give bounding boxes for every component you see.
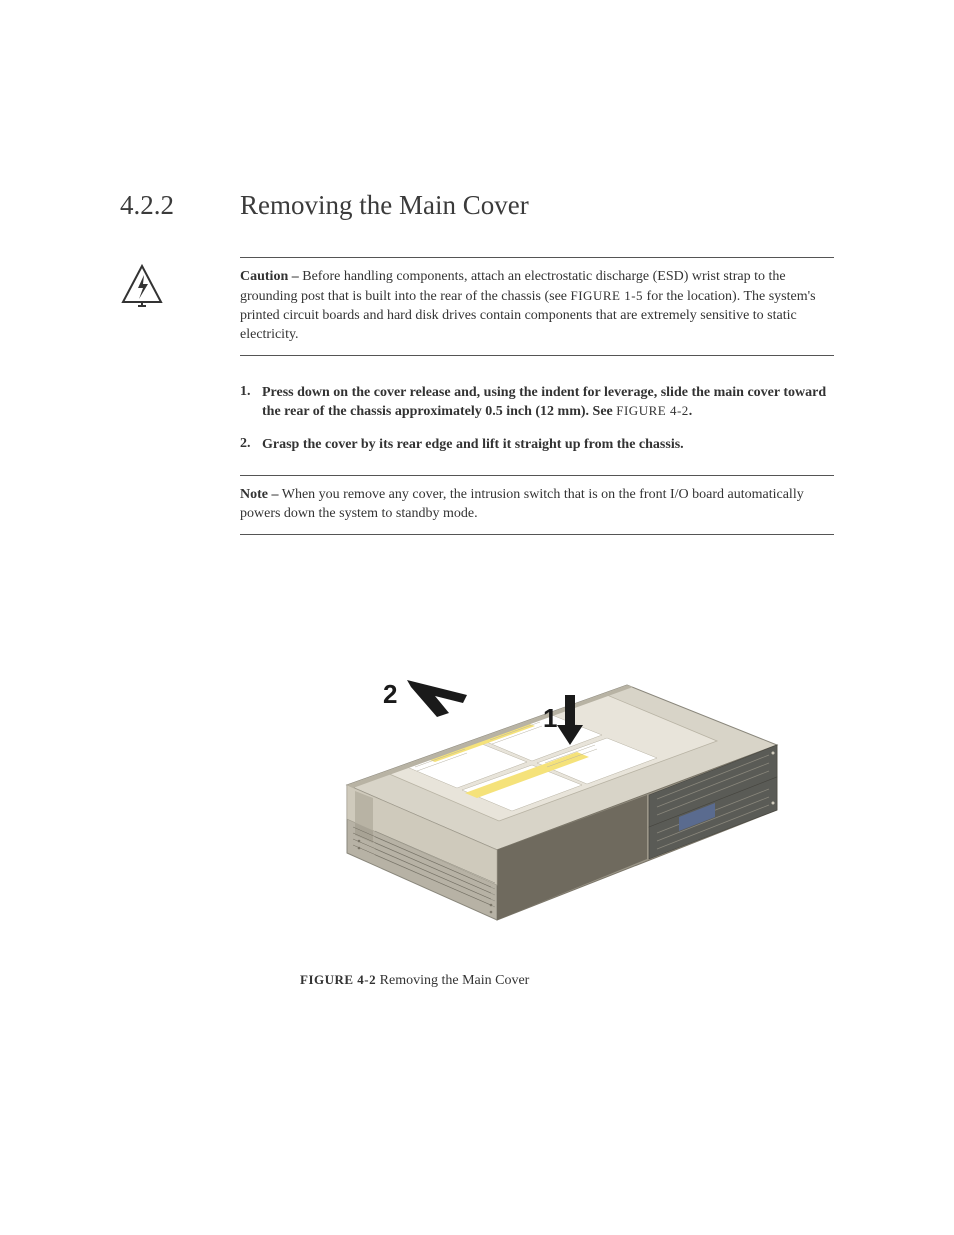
step-item: 2. Grasp the cover by its rear edge and … <box>240 436 834 455</box>
step-text: Grasp the cover by its rear edge and lif… <box>262 436 684 455</box>
rule-bottom <box>240 355 834 356</box>
step-number: 1. <box>240 384 262 423</box>
step-figure-ref: FIGURE 4-2 <box>616 403 689 418</box>
note-block: Note – When you remove any cover, the in… <box>240 475 834 535</box>
step-text: Press down on the cover release and, usi… <box>262 384 834 423</box>
callout-2-text: 2 <box>383 679 397 709</box>
section-heading: 4.2.2 Removing the Main Cover <box>120 190 834 221</box>
note-paragraph: Note – When you remove any cover, the in… <box>240 486 834 524</box>
caution-icon-column <box>120 257 240 307</box>
step-main: Press down on the cover release and, usi… <box>262 385 826 420</box>
section-title: Removing the Main Cover <box>240 190 529 221</box>
step-number: 2. <box>240 436 262 455</box>
caution-figure-ref: FIGURE 1-5 <box>571 288 644 303</box>
callout-1-text: 1 <box>543 703 557 733</box>
server-chassis-figure: 1 2 <box>277 595 797 940</box>
rule-top <box>240 475 834 476</box>
figure-caption-text: Removing the Main Cover <box>376 973 529 988</box>
caution-label: Caution – <box>240 269 299 284</box>
step-main: Grasp the cover by its rear edge and lif… <box>262 437 684 452</box>
electrical-caution-icon <box>120 263 240 307</box>
note-label: Note – <box>240 487 279 502</box>
caution-text-column: Caution – Before handling components, at… <box>240 257 834 356</box>
figure-label: FIGURE 4-2 <box>300 972 376 987</box>
caution-block: Caution – Before handling components, at… <box>120 257 834 356</box>
note-text: When you remove any cover, the intrusion… <box>240 487 804 521</box>
figure-caption: FIGURE 4-2 Removing the Main Cover <box>300 972 834 989</box>
caution-paragraph: Caution – Before handling components, at… <box>240 268 834 345</box>
step-tail: . <box>689 404 693 419</box>
section-number: 4.2.2 <box>120 190 240 221</box>
page-content: 4.2.2 Removing the Main Cover Caution – … <box>0 0 954 1049</box>
step-item: 1. Press down on the cover release and, … <box>240 384 834 423</box>
step-list: 1. Press down on the cover release and, … <box>240 384 834 456</box>
rule-top <box>240 257 834 258</box>
figure-area: 1 2 FIGURE 4-2 Removing the Main Cover <box>240 595 834 989</box>
rule-bottom <box>240 534 834 535</box>
